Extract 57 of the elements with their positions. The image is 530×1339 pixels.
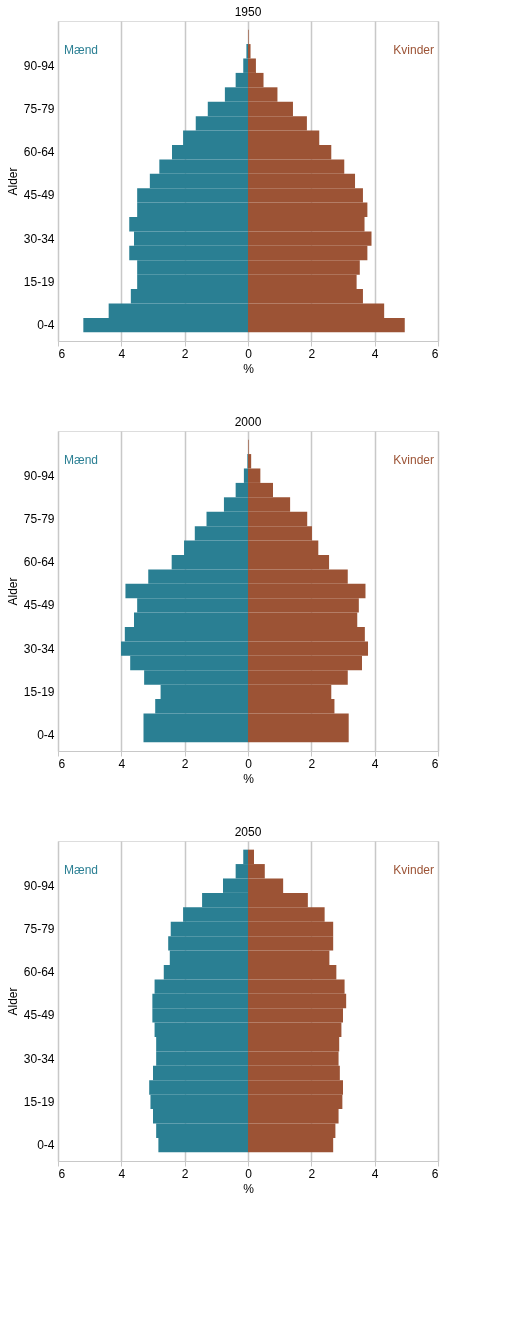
y-tick-label: 30-34: [23, 641, 55, 656]
text: Mænd: [64, 43, 99, 57]
x-tick-label: 4: [118, 346, 126, 361]
y-tick-label: 0-4: [37, 728, 55, 743]
x-axis-title: %: [243, 1181, 255, 1196]
y-tick-label: 75-79: [23, 101, 55, 116]
y-tick-label: 90-94: [23, 58, 55, 73]
x-tick-label: 6: [58, 1166, 66, 1181]
x-tick-label: 4: [118, 756, 126, 771]
y-tick-label: 15-19: [23, 1094, 55, 1109]
y-tick-label: 90-94: [23, 878, 55, 893]
x-tick-label: 2: [181, 346, 189, 361]
text: Kvinder: [393, 43, 434, 57]
chart-title: 1950: [234, 5, 262, 19]
x-tick-label: 0: [245, 346, 253, 361]
y-tick-label: 45-49: [23, 598, 55, 613]
x-axis-title: %: [243, 361, 255, 376]
x-tick-label: 4: [371, 346, 379, 361]
x-tick-label: 6: [58, 346, 66, 361]
x-tick-label: 0: [245, 756, 253, 771]
y-tick-label: 60-64: [23, 965, 55, 980]
y-tick-label: 0-4: [37, 1138, 55, 1153]
x-tick-label: 2: [181, 1166, 189, 1181]
text: Mænd: [64, 453, 99, 467]
y-tick-label: 60-64: [23, 145, 55, 160]
x-tick-label: 6: [431, 756, 439, 771]
y-axis-title: Alder: [5, 167, 20, 196]
x-tick-label: 4: [118, 1166, 126, 1181]
chart-title: 2050: [234, 825, 262, 839]
y-tick-label: 30-34: [23, 1051, 55, 1066]
x-tick-label: 6: [58, 756, 66, 771]
y-axis-title: Alder: [5, 577, 20, 606]
chart-title: 2000: [234, 415, 262, 429]
y-tick-label: 60-64: [23, 555, 55, 570]
y-tick-label: 15-19: [23, 684, 55, 699]
x-tick-label: 4: [371, 1166, 379, 1181]
x-axis-title: %: [243, 771, 255, 786]
text: Kvinder: [393, 453, 434, 467]
y-tick-label: 30-34: [23, 231, 55, 246]
x-tick-label: 2: [308, 346, 316, 361]
x-tick-label: 0: [245, 1166, 253, 1181]
y-axis-title: Alder: [5, 987, 20, 1016]
text: Kvinder: [393, 863, 434, 877]
x-tick-label: 2: [181, 756, 189, 771]
x-tick-label: 2: [308, 1166, 316, 1181]
text: Mænd: [64, 863, 99, 877]
y-tick-label: 45-49: [23, 1008, 55, 1023]
y-tick-label: 75-79: [23, 921, 55, 936]
x-tick-label: 6: [431, 1166, 439, 1181]
y-tick-label: 75-79: [23, 511, 55, 526]
y-tick-label: 15-19: [23, 274, 55, 289]
x-tick-label: 6: [431, 346, 439, 361]
x-tick-label: 4: [371, 756, 379, 771]
y-tick-label: 90-94: [23, 468, 55, 483]
x-tick-label: 2: [308, 756, 316, 771]
y-tick-label: 45-49: [23, 188, 55, 203]
y-tick-label: 0-4: [37, 318, 55, 333]
